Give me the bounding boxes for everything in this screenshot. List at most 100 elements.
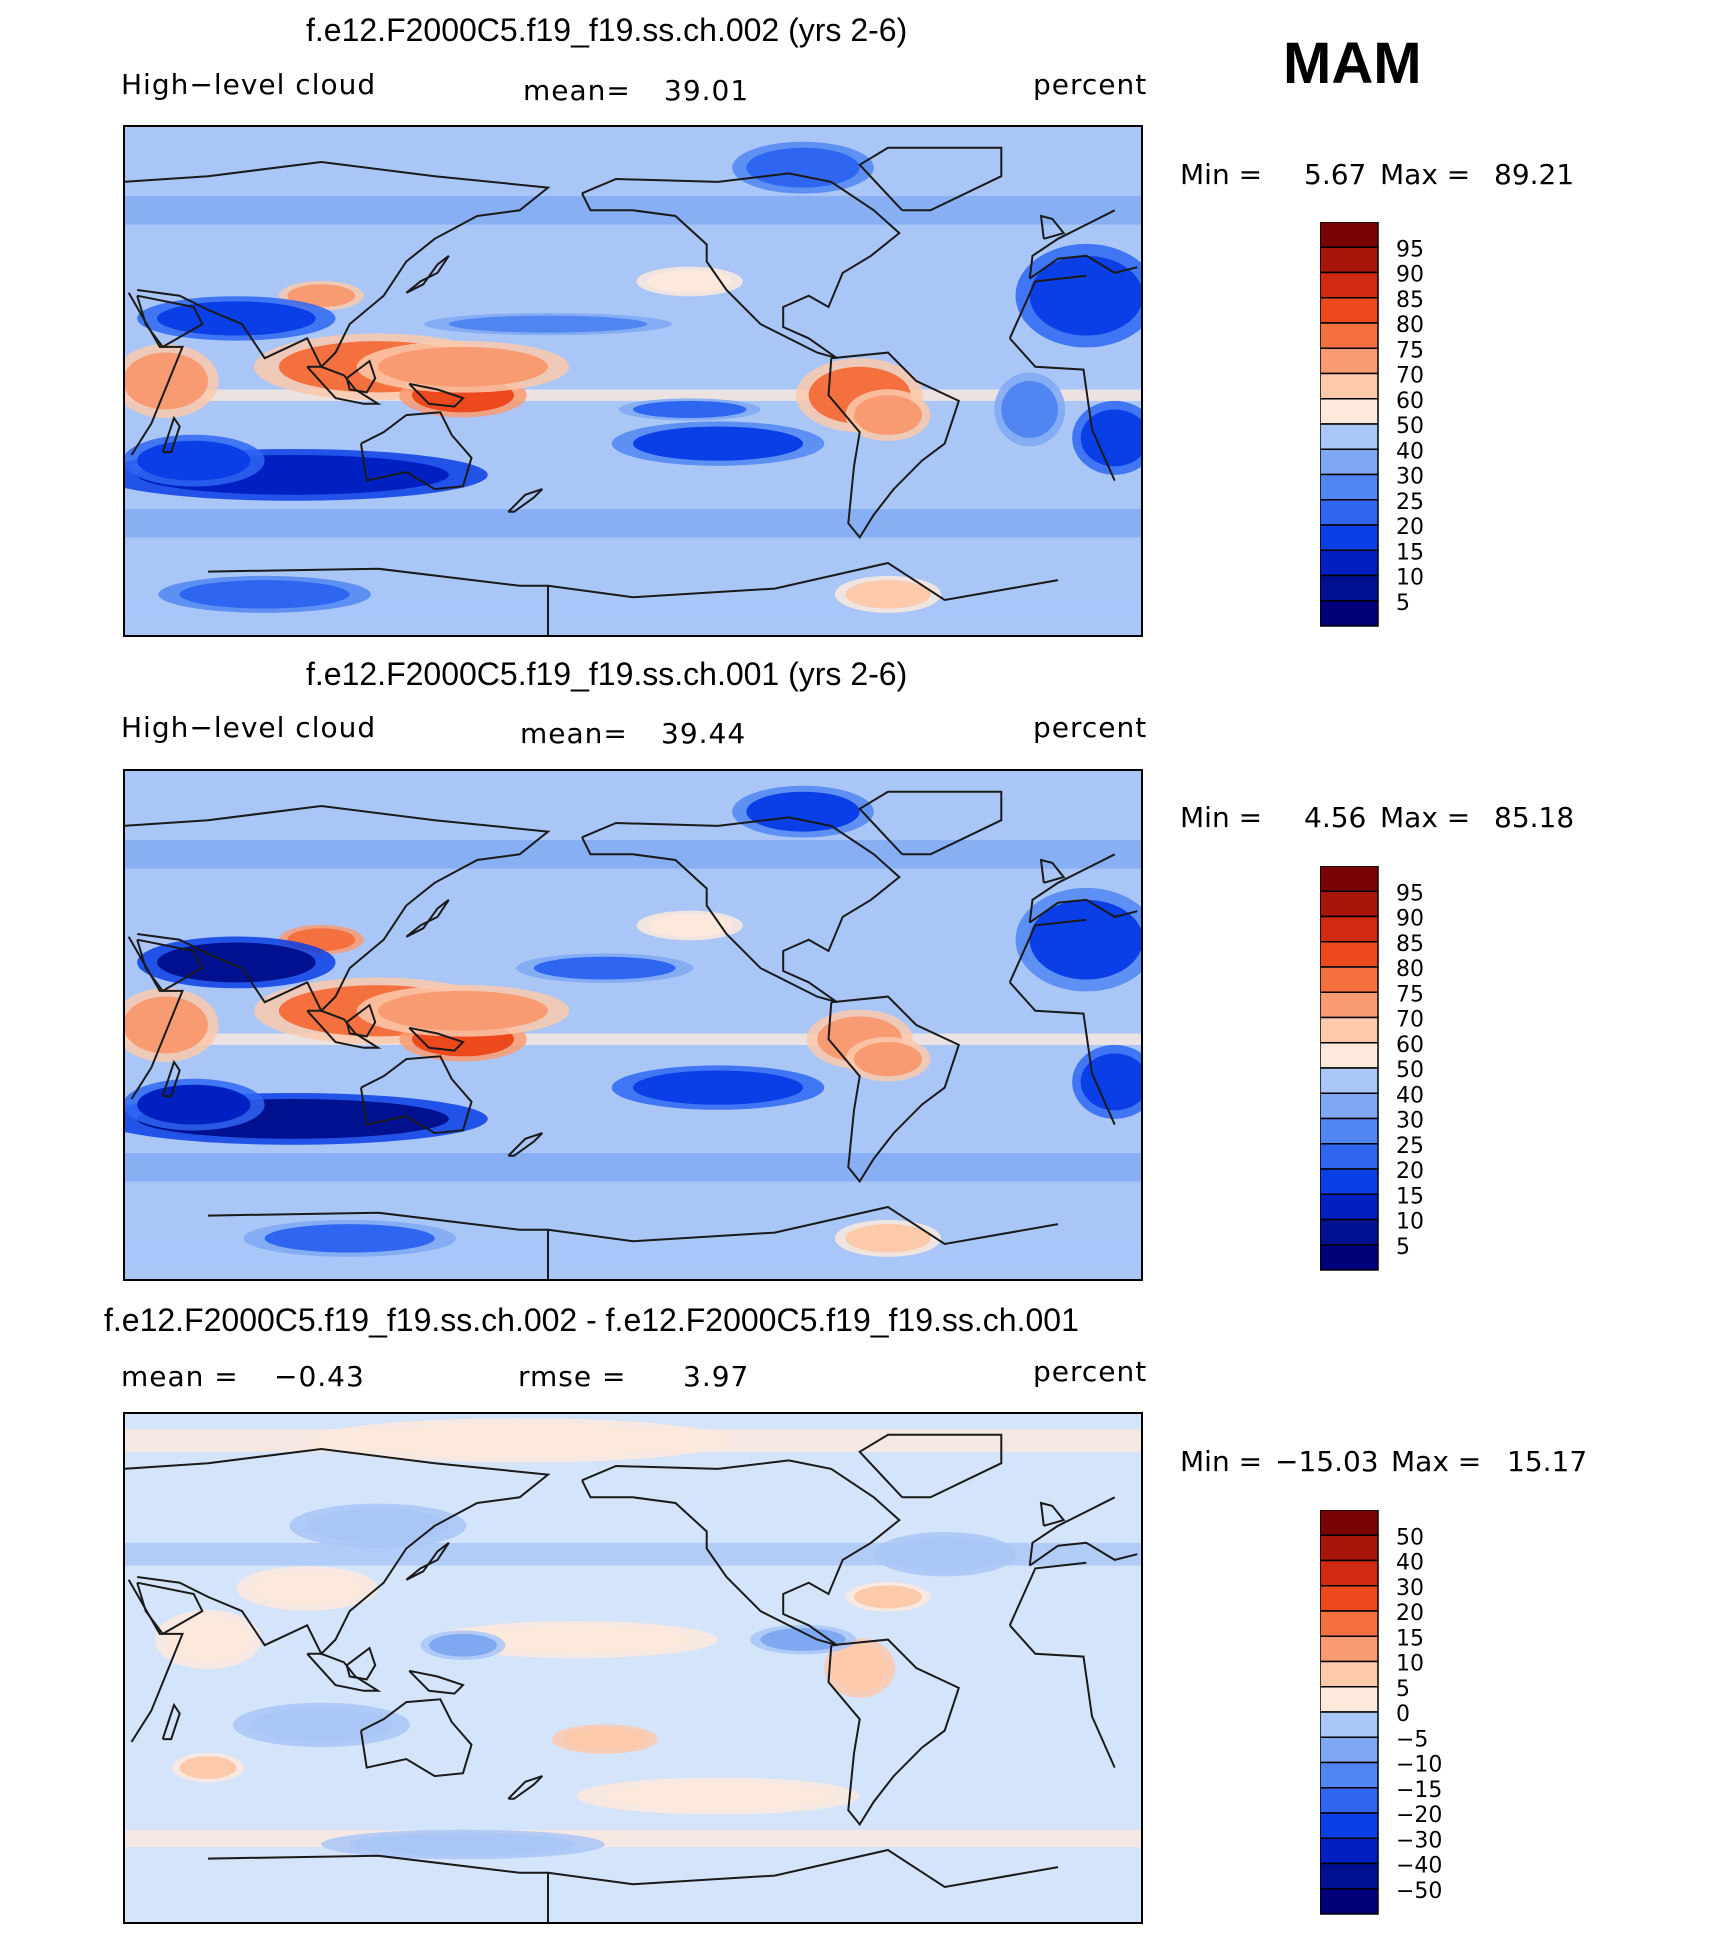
colorbar-box: [1320, 1888, 1379, 1915]
map-contour: [429, 1633, 497, 1657]
colorbar-box: [1320, 1168, 1379, 1195]
map-contour: [633, 1070, 803, 1105]
colorbar-tick-label: 70: [1396, 364, 1424, 389]
panel-1-map: [123, 125, 1143, 637]
colorbar-box: [1320, 1660, 1379, 1688]
coastline-north-america: [581, 172, 901, 360]
colorbar-tick-label: 85: [1396, 932, 1424, 957]
panel-2-max-label: Max =: [1380, 801, 1471, 834]
coastline-africa: [1009, 337, 1116, 482]
colorbar-tick-label: 25: [1396, 490, 1424, 515]
colorbar-box: [1320, 372, 1379, 400]
colorbar-tick-label: 40: [1396, 1083, 1424, 1108]
panel-2-units: percent: [1033, 711, 1148, 744]
map-contour: [349, 1423, 690, 1458]
colorbar-tick-label: −5: [1396, 1727, 1428, 1752]
panel-3-map: [123, 1412, 1143, 1924]
panel-3-units: percent: [1033, 1355, 1148, 1388]
colorbar-tick-label: 15: [1396, 1184, 1424, 1209]
colorbar-tick-label: 30: [1396, 1576, 1424, 1601]
colorbar-box: [1320, 1559, 1379, 1587]
panel-1-variable-label: High−level cloud: [121, 68, 377, 101]
coastline-new-zealand: [507, 488, 544, 513]
map-contour: [831, 1645, 889, 1691]
map-band: [123, 1830, 1143, 1848]
colorbar-tick-label: 50: [1396, 1525, 1424, 1550]
colorbar-box: [1320, 1218, 1379, 1246]
colorbar-tick-label: 85: [1396, 288, 1424, 313]
colorbar-tick-label: 60: [1396, 1033, 1424, 1058]
coastline-new-guinea: [408, 382, 465, 408]
colorbar-tick-label: 5: [1396, 1677, 1410, 1702]
panel-1-title: f.e12.F2000C5.f19_f19.ss.ch.002 (yrs 2-6…: [306, 12, 908, 48]
colorbar-tick-label: −40: [1396, 1854, 1442, 1879]
panel-1-mean-value: 39.01: [664, 74, 750, 107]
panel-1-max-value: 89.21: [1494, 158, 1575, 191]
panel-3-mean-value: −0.43: [274, 1360, 365, 1393]
map-contour: [378, 990, 548, 1031]
colorbar-box: [1320, 941, 1379, 968]
map-contour: [250, 1707, 393, 1742]
coastline-indonesia: [306, 1009, 382, 1049]
colorbar-tick-label: 20: [1396, 515, 1424, 540]
colorbar-box: [1320, 499, 1379, 526]
colorbar-box: [1320, 574, 1379, 602]
panel-2-mean-label: mean=: [520, 717, 628, 750]
coastline-eurasia: [1029, 254, 1138, 280]
coastline-greenland: [858, 1433, 1003, 1499]
map-contour: [845, 580, 931, 609]
coastline-madagascar: [161, 1702, 181, 1741]
coastline-australia: [360, 1055, 473, 1135]
coastline-indonesia: [306, 365, 382, 405]
colorbar-tick-label: 10: [1396, 566, 1424, 591]
coastline-antarctica: [207, 1211, 549, 1281]
map-contour: [647, 270, 733, 293]
coastline-japan: [405, 1542, 450, 1581]
map-contour: [746, 791, 860, 832]
map-frame: [123, 125, 1143, 637]
colorbar-tick-label: 10: [1396, 1210, 1424, 1235]
map-contour: [264, 1224, 435, 1253]
map-contour: [1080, 1053, 1143, 1111]
map-contour: [250, 1571, 364, 1606]
colorbar-box: [1320, 1193, 1379, 1221]
colorbar-tick-label: −50: [1396, 1879, 1442, 1904]
map-contour: [888, 1537, 1002, 1572]
map-contour: [1001, 381, 1058, 438]
map-contour: [137, 1084, 251, 1125]
map-band: [123, 389, 1143, 401]
season-label: MAM: [1283, 31, 1422, 96]
colorbar-tick-label: 95: [1396, 881, 1424, 906]
coastline-arabia: [136, 938, 204, 993]
coastline-south-america: [827, 351, 961, 540]
map-contour: [604, 1781, 832, 1811]
coastline-australia: [360, 411, 473, 491]
colorbar-tick-label: 80: [1396, 957, 1424, 982]
colorbar-box: [1320, 1117, 1379, 1145]
colorbar-tick-label: 70: [1396, 1008, 1424, 1033]
panel-3-max-label: Max =: [1391, 1445, 1482, 1478]
panel-3-min-label: Min =: [1180, 1445, 1263, 1478]
colorbar-box: [1320, 1092, 1379, 1120]
coastline-north-america: [581, 816, 901, 1004]
coastline-madagascar: [161, 1059, 181, 1098]
colorbar-tick-label: 30: [1396, 465, 1424, 490]
colorbar-box: [1320, 222, 1379, 248]
coastline-eurasia: [123, 804, 551, 1013]
colorbar-box: [1320, 448, 1379, 476]
colorbar-box: [1320, 398, 1379, 425]
map-contour: [633, 400, 747, 418]
coastline-antarctica: [207, 567, 549, 637]
coastline-new-guinea: [408, 1026, 465, 1052]
panel-2-mean-value: 39.44: [661, 717, 747, 750]
colorbar-box: [1320, 473, 1379, 501]
coastline-africa: [1008, 918, 1087, 983]
coastline-japan: [405, 899, 450, 938]
colorbar-box: [1320, 1016, 1379, 1044]
panel-3-rmse-value: 3.97: [683, 1360, 750, 1393]
colorbar-box: [1320, 297, 1379, 324]
map-contour: [854, 395, 922, 436]
coastline-africa: [1009, 981, 1116, 1126]
colorbar-tick-label: 90: [1396, 907, 1424, 932]
